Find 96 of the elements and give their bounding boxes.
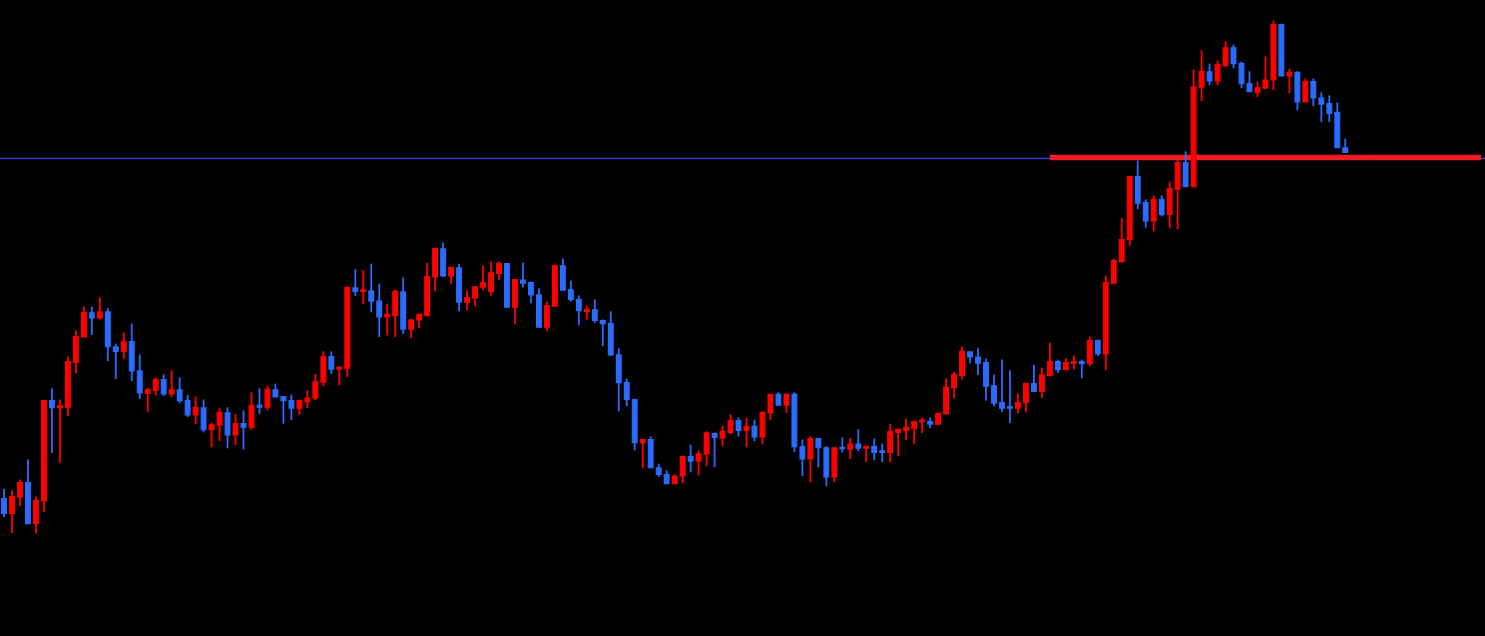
candlestick: [1046, 341, 1053, 377]
candlestick: [735, 416, 742, 438]
candlestick: [464, 289, 471, 312]
candlestick: [176, 376, 183, 405]
candlestick: [96, 296, 103, 321]
candlestick: [1318, 91, 1325, 123]
candlestick: [807, 435, 814, 484]
candlestick: [17, 478, 23, 508]
candlestick: [1078, 358, 1085, 379]
candlestick: [88, 305, 95, 336]
candlestick: [1007, 369, 1013, 425]
candlestick: [1302, 77, 1309, 103]
candlestick: [543, 300, 550, 333]
candlestick: [1110, 257, 1117, 285]
candlestick: [208, 421, 215, 449]
candlestick: [1022, 381, 1029, 414]
candlestick: [184, 394, 191, 418]
candlestick: [480, 264, 486, 292]
candlestick: [639, 438, 646, 470]
candlestick: [623, 377, 630, 408]
candlestick: [56, 398, 63, 465]
candlestick: [336, 365, 343, 387]
candlestick: [136, 353, 143, 400]
candlestick: [903, 417, 910, 441]
candlestick: [703, 430, 710, 468]
candlestick: [975, 346, 981, 376]
candlestick: [591, 298, 598, 325]
candlestick: [280, 395, 287, 425]
candlestick: [192, 395, 199, 426]
candlestick: [519, 261, 526, 289]
candlestick: [368, 262, 375, 314]
candlestick: [1150, 194, 1157, 233]
candlestick: [48, 387, 55, 454]
candlestick: [1086, 335, 1093, 368]
candlestick: [911, 420, 918, 446]
candlestick: [256, 387, 263, 415]
candlestick: [384, 302, 391, 337]
candlestick: [1, 487, 7, 518]
candlestick: [32, 495, 39, 535]
candlestick: [1118, 217, 1125, 263]
candlestick: [895, 428, 902, 457]
candlestick: [887, 422, 894, 464]
candlestick: [783, 392, 790, 414]
candlestick: [408, 318, 415, 339]
candlestick: [1206, 62, 1213, 87]
candlestick: [488, 260, 494, 297]
candlestick: [1310, 77, 1317, 108]
candlestick: [1142, 198, 1149, 229]
candlestick: [743, 416, 750, 449]
candlestick: [695, 449, 702, 477]
candlestick: [1030, 363, 1037, 394]
candlestick: [575, 294, 582, 327]
candlestick: [248, 391, 255, 431]
candlestick: [288, 393, 295, 421]
candlestick: [1198, 49, 1205, 102]
candlestick: [120, 331, 127, 360]
candlestick: [144, 386, 151, 413]
candlestick: [687, 443, 694, 474]
candlestick: [599, 318, 606, 348]
candlestick: [1014, 392, 1021, 415]
candlestick: [200, 398, 207, 434]
candlestick: [983, 357, 989, 402]
candlestick: [855, 428, 862, 453]
candlestick: [799, 438, 806, 477]
candlestick: [751, 418, 758, 443]
candlestick: [711, 431, 718, 469]
candlestick: [871, 437, 878, 461]
candlestick: [847, 437, 854, 460]
candlestick: [352, 268, 359, 297]
candlestick: [999, 358, 1005, 414]
candlestick: [112, 342, 119, 380]
candlestick: [168, 369, 175, 398]
candlestick: [360, 269, 367, 306]
candlestick: [951, 370, 958, 400]
candlestick: [1286, 67, 1293, 95]
candlestick: [1038, 366, 1045, 399]
candlestick: [879, 442, 886, 464]
candlestick: [328, 350, 335, 375]
candlestick: [496, 260, 502, 281]
candlestick: [312, 373, 319, 401]
candlestick: [240, 409, 247, 451]
candlestick: [160, 373, 167, 397]
candlestick: [1158, 194, 1165, 218]
candlestick: [472, 285, 478, 308]
candlestick: [679, 455, 686, 485]
candlestick: [567, 279, 574, 303]
candlestick: [863, 445, 870, 464]
candlestick: [232, 413, 239, 447]
candlestick: [216, 407, 223, 443]
candlestick: [224, 406, 231, 450]
candlestick: [815, 437, 822, 469]
candlestick: [9, 489, 15, 534]
candlestick: [376, 282, 383, 338]
candlestick: [1326, 94, 1333, 123]
candlestick: [991, 373, 997, 408]
candlestick: [264, 384, 271, 412]
